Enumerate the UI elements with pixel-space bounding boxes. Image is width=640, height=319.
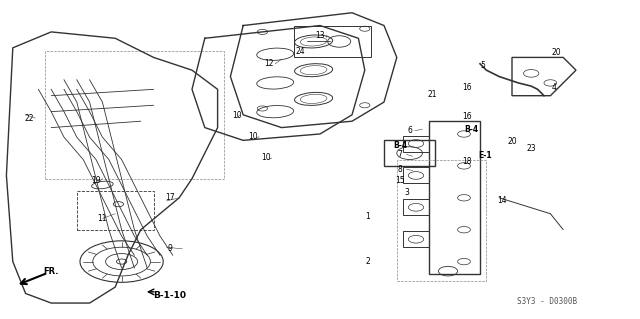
Text: FR.: FR. xyxy=(44,267,59,276)
Text: 8: 8 xyxy=(397,165,403,174)
Bar xyxy=(294,26,371,57)
Text: 20: 20 xyxy=(552,48,562,57)
Text: 10: 10 xyxy=(232,111,242,120)
Bar xyxy=(429,121,480,274)
Text: 5: 5 xyxy=(481,61,486,70)
Text: 11: 11 xyxy=(98,214,107,223)
Bar xyxy=(403,136,429,152)
Bar xyxy=(403,167,429,183)
Bar xyxy=(403,199,429,215)
Text: 17: 17 xyxy=(164,193,175,202)
Bar xyxy=(45,51,224,179)
Text: B-4: B-4 xyxy=(394,141,408,150)
Text: 10: 10 xyxy=(260,153,271,162)
Text: 18: 18 xyxy=(463,157,472,166)
Text: 6: 6 xyxy=(407,126,412,135)
Text: 19: 19 xyxy=(91,176,101,185)
Text: E-1: E-1 xyxy=(478,151,492,160)
Text: 13: 13 xyxy=(315,31,325,40)
Text: 1: 1 xyxy=(365,212,371,221)
Text: 9: 9 xyxy=(167,244,172,253)
Text: 7: 7 xyxy=(397,150,403,159)
Text: 4: 4 xyxy=(551,83,556,92)
Text: S3Y3 - D0300B: S3Y3 - D0300B xyxy=(517,297,577,306)
Text: 3: 3 xyxy=(404,188,409,197)
Text: 22: 22 xyxy=(24,114,33,122)
Text: 23: 23 xyxy=(526,144,536,153)
Bar xyxy=(77,191,154,230)
Bar xyxy=(403,231,429,247)
Text: 2: 2 xyxy=(365,257,371,266)
Bar xyxy=(397,160,486,281)
Text: 12: 12 xyxy=(264,59,273,68)
Text: 21: 21 xyxy=(428,90,436,99)
Text: B-1-10: B-1-10 xyxy=(153,291,186,300)
Text: 10: 10 xyxy=(248,132,258,141)
Text: 24: 24 xyxy=(296,47,306,56)
Text: 20: 20 xyxy=(507,137,517,146)
Text: 16: 16 xyxy=(462,112,472,121)
Text: 14: 14 xyxy=(497,197,508,205)
Text: 15: 15 xyxy=(395,176,405,185)
Text: 16: 16 xyxy=(462,83,472,92)
Text: B-4: B-4 xyxy=(465,125,479,134)
